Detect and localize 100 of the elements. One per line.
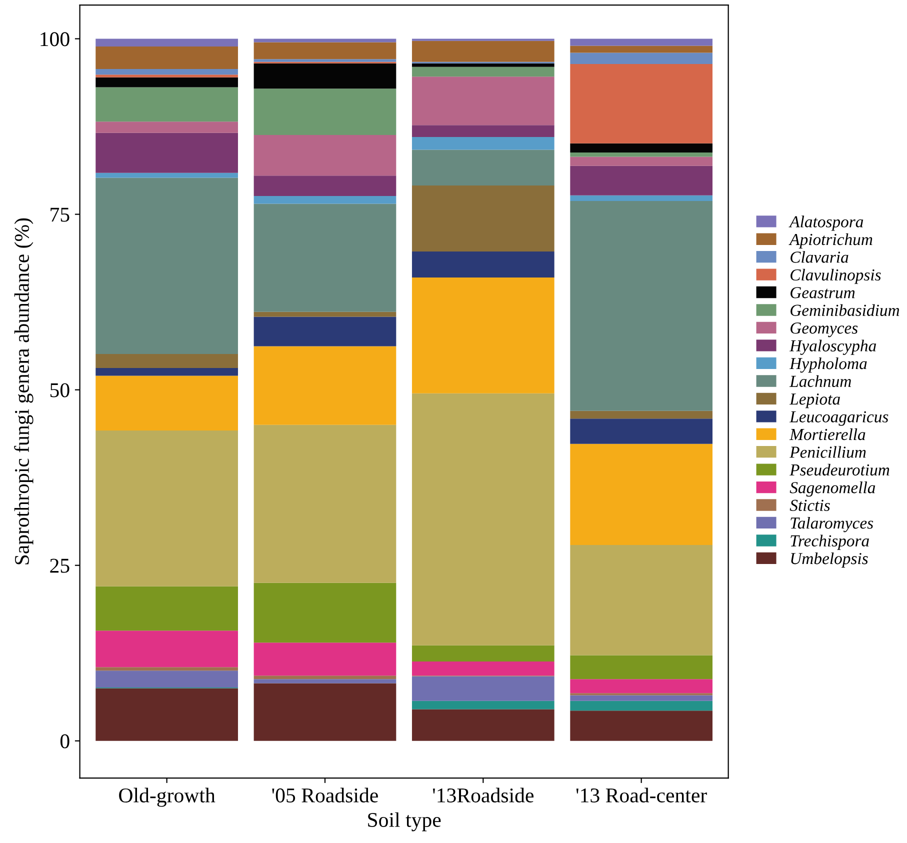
- bar: [570, 46, 713, 53]
- bar: [412, 662, 554, 676]
- bar: [96, 178, 238, 354]
- bar: [254, 196, 396, 204]
- bar: [570, 444, 713, 545]
- bar: [254, 683, 396, 741]
- legend-label: Lachnum: [789, 375, 851, 388]
- bar: [412, 125, 554, 138]
- x-tick-label: '13Roadside: [432, 788, 534, 802]
- legend-label: Talaromyces: [790, 516, 874, 532]
- bar: [412, 186, 554, 252]
- bar: [412, 645, 554, 662]
- bar: [96, 670, 238, 688]
- bar: [570, 156, 713, 166]
- y-tick-label: 50: [50, 383, 70, 398]
- bar: [96, 688, 238, 741]
- bar: [570, 64, 713, 144]
- legend-label: Hypholoma: [789, 357, 867, 373]
- bar: [570, 143, 713, 153]
- bar: [570, 679, 713, 694]
- legend-label: Geomyces: [790, 322, 858, 338]
- bar: [254, 316, 396, 346]
- legend-label: Pseudeurotium: [790, 464, 890, 476]
- bar: [96, 376, 238, 431]
- legend-label: Trechispora: [790, 534, 869, 550]
- bar: [570, 410, 713, 419]
- bar: [570, 700, 713, 711]
- bar: [254, 42, 396, 60]
- legend-label: Leucoagaricus: [789, 411, 888, 426]
- bar: [96, 38, 238, 46]
- bar: [254, 642, 396, 676]
- bar: [570, 52, 713, 64]
- bar: [570, 544, 713, 656]
- bar: [96, 87, 238, 122]
- bar: [570, 38, 713, 46]
- bar: [412, 40, 554, 62]
- bar: [570, 418, 713, 444]
- y-axis-title: Saprothropic fungi genera abundance (%): [14, 218, 34, 564]
- y-tick-label: 0: [60, 734, 70, 748]
- legend-label: Stictis: [790, 500, 830, 511]
- bar: [254, 582, 396, 643]
- bar: [254, 38, 396, 42]
- bar: [96, 74, 238, 78]
- bar: [96, 667, 238, 671]
- legend-label: Hyaloscypha: [789, 340, 876, 355]
- legend-label: Clavaria: [790, 251, 848, 263]
- bar: [96, 46, 238, 69]
- y-tick-label: 100: [40, 32, 70, 46]
- bar: [96, 354, 238, 368]
- bar: [96, 430, 238, 586]
- bar: [412, 66, 554, 77]
- bar: [412, 393, 554, 646]
- x-tick-label: '13 Road-center: [576, 788, 707, 802]
- bar: [412, 277, 554, 394]
- bar: [412, 700, 554, 710]
- legend-label: Penicillium: [790, 446, 866, 458]
- bar: [254, 88, 396, 135]
- x-tick-label: '05 Roadside: [272, 788, 378, 802]
- bar: [254, 63, 396, 89]
- bar: [254, 679, 396, 684]
- legend-label: Alatospora: [788, 216, 864, 231]
- bar: [96, 586, 238, 631]
- bar: [254, 676, 396, 680]
- y-tick-label: 75: [50, 208, 70, 222]
- bar: [254, 204, 396, 312]
- x-axis-title: Soil type: [368, 812, 441, 832]
- bar: [254, 176, 396, 196]
- bar: [96, 368, 238, 376]
- bar: [570, 200, 713, 411]
- bar: [96, 77, 238, 88]
- bar: [412, 676, 554, 701]
- bar: [412, 63, 554, 67]
- bar: [412, 150, 554, 186]
- bar: [96, 630, 238, 668]
- bar: [570, 695, 713, 701]
- bar: [412, 76, 554, 126]
- bar: [96, 68, 238, 75]
- bar: [254, 59, 396, 62]
- bar: [570, 195, 713, 201]
- bar: [570, 710, 713, 741]
- bar: [254, 312, 396, 317]
- legend-label: Apiotrichum: [788, 233, 872, 248]
- bar: [412, 252, 554, 278]
- bar: [570, 152, 713, 157]
- legend-label: Clavulinopsis: [790, 268, 881, 284]
- legend-label: Mortierella: [789, 428, 866, 440]
- bar: [254, 424, 396, 583]
- legend-label: Geminibasidium: [790, 304, 900, 316]
- y-tick-label: 25: [50, 558, 70, 573]
- legend-label: Umbelopsis: [791, 552, 868, 568]
- bar: [254, 346, 396, 425]
- bar: [412, 709, 554, 741]
- bar: [412, 137, 554, 150]
- x-tick-label: Old-growth: [119, 788, 216, 807]
- bar: [96, 172, 238, 178]
- bar: [570, 655, 713, 680]
- bar: [570, 166, 713, 196]
- legend-label: Sagenomella: [790, 482, 876, 497]
- bar: [254, 134, 396, 176]
- legend-label: Lepiota: [789, 394, 840, 408]
